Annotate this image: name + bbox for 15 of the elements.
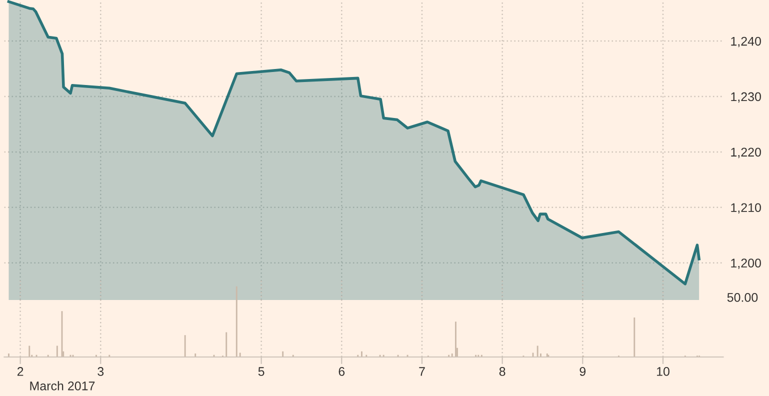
x-tick-label: 3 — [98, 367, 104, 376]
text: 50.00 — [727, 292, 758, 302]
x-tick-label: 10 — [656, 367, 670, 376]
x-tick-label: 2 — [17, 367, 24, 376]
x-tick-label: 8 — [499, 367, 506, 376]
y-tick-label: 1,220 — [731, 148, 761, 158]
text: March 2017 — [30, 381, 95, 390]
y-tick-label: 1,210 — [731, 203, 761, 214]
x-tick-label: 6 — [338, 367, 345, 376]
y-tick-label: 1,200 — [731, 258, 761, 269]
y-tick-label: 1,240 — [731, 36, 761, 48]
x-tick-label: 9 — [580, 367, 586, 376]
x-tick-label: 5 — [258, 367, 264, 376]
x-tick-label: 7 — [419, 367, 425, 376]
y-tick-label: 1,230 — [731, 92, 761, 103]
